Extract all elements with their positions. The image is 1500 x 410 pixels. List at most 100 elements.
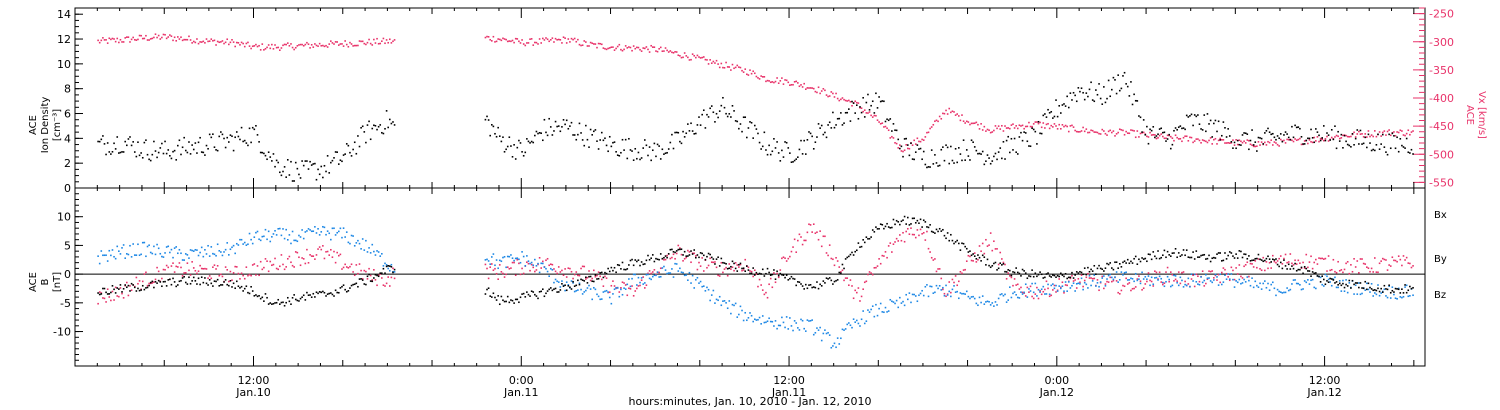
density-point	[1335, 147, 1338, 150]
bx-point	[210, 282, 213, 285]
bx-point	[159, 281, 162, 283]
vx-point	[645, 46, 648, 48]
density-point	[650, 159, 652, 162]
bz-point	[1120, 289, 1123, 292]
bz-point	[577, 274, 579, 277]
bz-point	[951, 278, 954, 281]
bx-point	[757, 273, 759, 275]
bz-point	[336, 251, 338, 254]
by-point	[561, 280, 563, 282]
vx-point	[100, 39, 103, 42]
bx-point	[623, 268, 625, 271]
vx-point	[279, 49, 281, 52]
bz-point	[908, 233, 911, 235]
density-point	[1176, 128, 1178, 131]
by-point	[1050, 284, 1053, 287]
density-point	[279, 171, 281, 174]
vx-point	[565, 42, 568, 44]
by-point	[1021, 293, 1024, 295]
density-point	[1257, 136, 1260, 139]
vx-point	[1353, 131, 1355, 134]
density-point	[1023, 131, 1025, 133]
by-point	[573, 290, 576, 293]
bz-point	[484, 263, 487, 266]
vx-point	[832, 92, 834, 95]
by-point	[325, 233, 327, 236]
density-point	[518, 139, 520, 142]
bx-point	[325, 295, 327, 297]
bx-point	[889, 227, 892, 229]
density-point	[753, 124, 756, 127]
density-point	[1074, 94, 1076, 97]
density-point	[207, 147, 209, 150]
by-point	[900, 302, 903, 304]
density-point	[194, 142, 197, 144]
density-point	[572, 134, 574, 136]
vx-point	[506, 40, 509, 43]
bx-point	[887, 226, 890, 228]
bx-point	[695, 256, 697, 259]
vx-point	[132, 36, 134, 39]
vx-point	[1276, 143, 1279, 146]
density-point	[1126, 85, 1129, 88]
bz-point	[511, 261, 514, 264]
density-point	[1294, 124, 1296, 127]
density-point	[580, 132, 582, 134]
by-point	[926, 284, 928, 286]
by-point	[1278, 290, 1280, 293]
density-point	[264, 154, 267, 157]
vx-point	[575, 40, 578, 43]
bx-point	[169, 278, 171, 281]
density-point	[897, 138, 900, 141]
bx-point	[202, 281, 205, 284]
bx-point	[945, 237, 947, 240]
by-point	[671, 268, 673, 270]
vx-point	[175, 40, 178, 42]
density-point	[1375, 144, 1378, 146]
density-point	[881, 100, 884, 102]
by-point	[1259, 282, 1261, 285]
bz-point	[361, 278, 364, 280]
vx-point	[653, 46, 656, 48]
density-point	[1286, 133, 1288, 135]
bx-point	[1391, 289, 1394, 292]
bz-point	[1412, 265, 1414, 267]
bz-point	[106, 288, 109, 291]
bx-point	[1235, 253, 1237, 255]
density-point	[322, 176, 324, 179]
bz-point	[937, 268, 939, 270]
by-point	[205, 253, 208, 255]
density-point	[1238, 143, 1241, 146]
bz-point	[690, 261, 692, 264]
density-point	[368, 120, 370, 123]
vx-point	[1026, 125, 1029, 128]
by-point	[1295, 282, 1298, 285]
bx-point	[725, 263, 727, 265]
bx-point	[914, 221, 917, 224]
bz-point	[1066, 284, 1068, 287]
bz-point	[137, 282, 139, 285]
density-point	[1222, 121, 1225, 123]
density-point	[999, 147, 1002, 149]
density-point	[385, 110, 388, 112]
by-point	[1337, 286, 1339, 289]
bz-point	[387, 276, 389, 278]
bz-point	[256, 265, 259, 267]
density-point	[1066, 95, 1068, 98]
bx-point	[943, 234, 946, 237]
density-point	[1021, 139, 1024, 142]
density-point	[508, 136, 511, 139]
density-point	[879, 100, 882, 103]
bx-point	[543, 295, 546, 298]
by-point	[1034, 282, 1037, 285]
bx-point	[283, 304, 286, 307]
density-point	[1230, 141, 1233, 143]
density-point	[781, 149, 783, 152]
bz-point	[382, 284, 385, 286]
bz-point	[322, 245, 324, 247]
bx-point	[1335, 281, 1338, 283]
by-point	[620, 288, 622, 291]
vx-point	[860, 107, 863, 109]
bz-point	[957, 280, 960, 283]
bz-point	[747, 266, 750, 269]
